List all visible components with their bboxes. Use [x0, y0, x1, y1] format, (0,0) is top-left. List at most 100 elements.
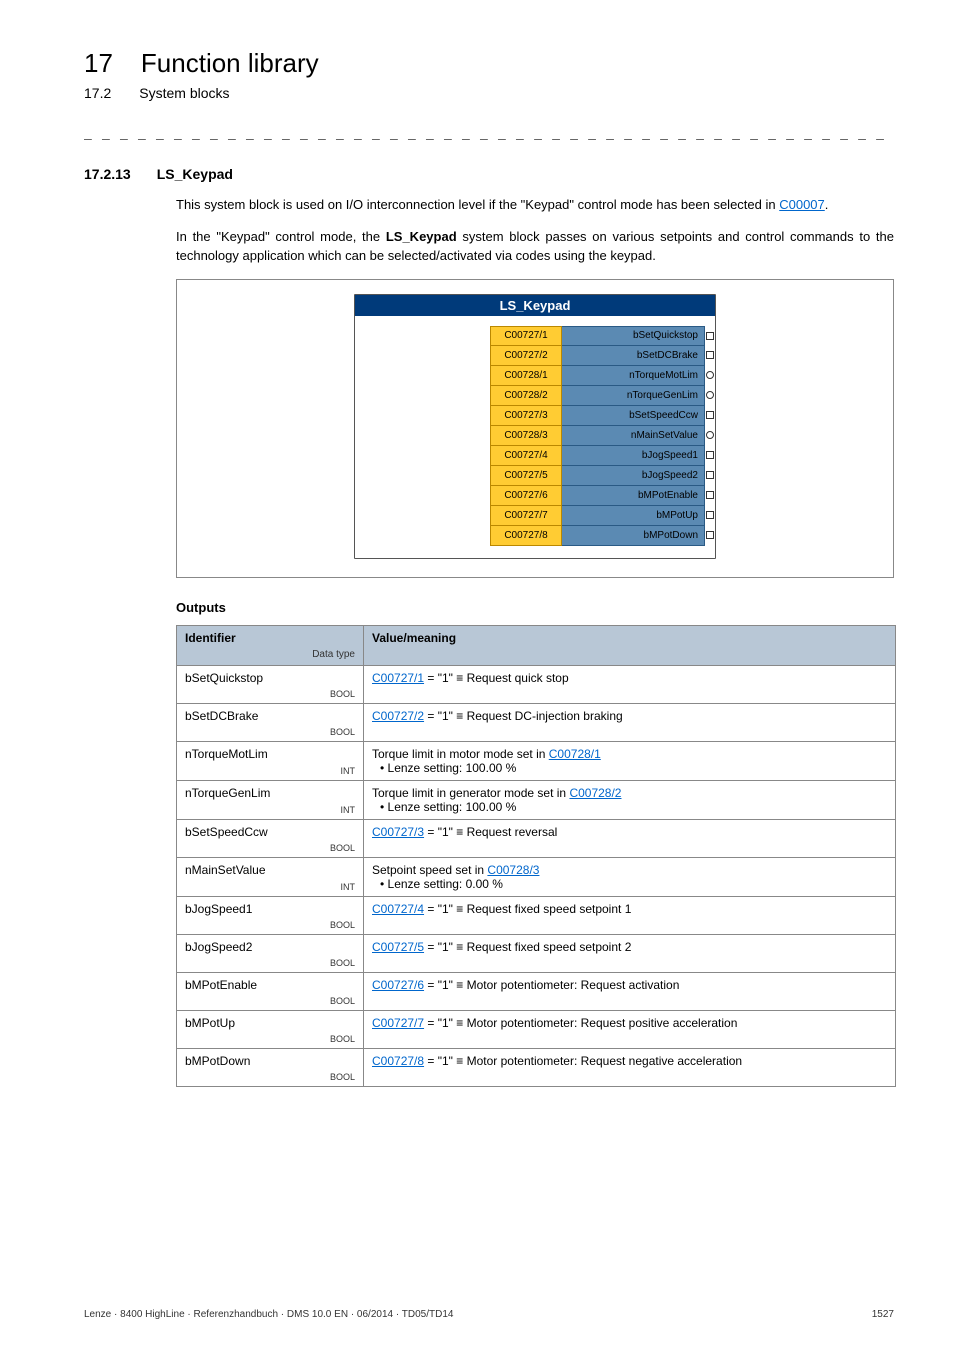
- value-aftertext: = "1" ≡ Request fixed speed setpoint 2: [424, 940, 631, 954]
- identifier-text: nMainSetValue: [185, 863, 266, 877]
- cell-value: C00727/1 = "1" ≡ Request quick stop: [364, 665, 896, 703]
- link-c00007[interactable]: C00007: [779, 197, 825, 212]
- datatype-text: BOOL: [330, 920, 355, 930]
- code-link[interactable]: C00727/8: [372, 1054, 424, 1068]
- section-number: 17.2: [84, 85, 111, 101]
- code-link[interactable]: C00727/6: [372, 978, 424, 992]
- code-link[interactable]: C00728/3: [487, 863, 539, 877]
- footer-right: 1527: [872, 1309, 894, 1320]
- paragraph-1-b: .: [825, 197, 829, 212]
- table-row: nMainSetValue INT Setpoint speed set in C0…: [177, 857, 896, 896]
- th-identifier: Identifier Data type: [177, 625, 364, 665]
- io-signal: bJogSpeed2: [562, 466, 705, 486]
- datatype-text: BOOL: [330, 727, 355, 737]
- io-port: [706, 491, 714, 499]
- io-row: C00728/3nMainSetValue: [490, 426, 705, 446]
- cell-identifier: bMPotEnableBOOL: [177, 972, 364, 1010]
- paragraph-2-bold: LS_Keypad: [386, 229, 457, 244]
- cell-value: C00727/8 = "1" ≡ Motor potentiometer: Re…: [364, 1048, 896, 1086]
- fb-block: LS_Keypad C00727/1bSetQuickstopC00727/2b…: [354, 294, 716, 559]
- cell-identifier: nTorqueGenLimINT: [177, 780, 364, 819]
- io-row: C00727/4bJogSpeed1: [490, 446, 705, 466]
- paragraph-2-a: In the "Keypad" control mode, the: [176, 229, 386, 244]
- io-code: C00727/7: [490, 506, 562, 526]
- identifier-text: bMPotUp: [185, 1016, 235, 1030]
- table-row: bSetQuickstop BOOL C00727/1 = "1" ≡ Reques…: [177, 665, 896, 703]
- io-signal: bSetSpeedCcw: [562, 406, 705, 426]
- io-signal: bMPotEnable: [562, 486, 705, 506]
- cell-value: C00727/2 = "1" ≡ Request DC-injection br…: [364, 703, 896, 741]
- value-aftertext: = "1" ≡ Motor potentiometer: Request pos…: [424, 1016, 737, 1030]
- cell-value: C00727/5 = "1" ≡ Request fixed speed set…: [364, 934, 896, 972]
- io-row: C00727/5bJogSpeed2: [490, 466, 705, 486]
- paragraph-1-a: This system block is used on I/O interco…: [176, 197, 779, 212]
- paragraph-2: In the "Keypad" control mode, the LS_Key…: [176, 228, 894, 266]
- identifier-text: bMPotEnable: [185, 978, 257, 992]
- value-bullet: • Lenze setting: 100.00 %: [380, 800, 887, 814]
- datatype-text: BOOL: [330, 843, 355, 853]
- value-aftertext: = "1" ≡ Motor potentiometer: Request act…: [424, 978, 679, 992]
- io-code: C00728/2: [490, 386, 562, 406]
- cell-value: C00727/7 = "1" ≡ Motor potentiometer: Re…: [364, 1010, 896, 1048]
- io-port: [706, 471, 714, 479]
- cell-value: C00727/4 = "1" ≡ Request fixed speed set…: [364, 896, 896, 934]
- identifier-text: bMPotDown: [185, 1054, 250, 1068]
- datatype-text: BOOL: [330, 1034, 355, 1044]
- io-code: C00727/6: [490, 486, 562, 506]
- datatype-text: INT: [341, 805, 356, 815]
- io-port: [706, 371, 714, 379]
- datatype-text: BOOL: [330, 689, 355, 699]
- outputs-table: Identifier Data type Value/meaning bSetQ…: [176, 625, 896, 1087]
- fb-block-title: LS_Keypad: [355, 295, 715, 316]
- io-code: C00727/5: [490, 466, 562, 486]
- io-code: C00728/1: [490, 366, 562, 386]
- io-row: C00727/8bMPotDown: [490, 526, 705, 546]
- io-port: [706, 351, 714, 359]
- code-link[interactable]: C00727/2: [372, 709, 424, 723]
- chapter-title: Function library: [141, 48, 319, 79]
- code-link[interactable]: C00727/3: [372, 825, 424, 839]
- section-title: System blocks: [139, 85, 229, 101]
- code-link[interactable]: C00727/5: [372, 940, 424, 954]
- paragraph-1: This system block is used on I/O interco…: [176, 196, 894, 215]
- io-signal: nTorqueMotLim: [562, 366, 705, 386]
- table-row: bMPotUp BOOL C00727/7 = "1" ≡ Motor potent…: [177, 1010, 896, 1048]
- datatype-text: INT: [341, 766, 356, 776]
- identifier-text: bSetQuickstop: [185, 671, 263, 685]
- cell-identifier: bMPotUp BOOL: [177, 1010, 364, 1048]
- cell-identifier: bJogSpeed1BOOL: [177, 896, 364, 934]
- cell-identifier: nTorqueMotLimINT: [177, 741, 364, 780]
- code-link[interactable]: C00728/2: [569, 786, 621, 800]
- cell-identifier: bJogSpeed2BOOL: [177, 934, 364, 972]
- io-row: C00728/2nTorqueGenLim: [490, 386, 705, 406]
- identifier-text: bSetDCBrake: [185, 709, 258, 723]
- io-port: [706, 391, 714, 399]
- io-signal: nMainSetValue: [562, 426, 705, 446]
- datatype-text: INT: [341, 882, 356, 892]
- io-code: C00727/2: [490, 346, 562, 366]
- code-link[interactable]: C00728/1: [549, 747, 601, 761]
- subsection-number: 17.2.13: [84, 166, 131, 182]
- table-row: bSetDCBrake BOOL C00727/2 = "1" ≡ Request …: [177, 703, 896, 741]
- io-signal: bSetQuickstop: [562, 326, 705, 346]
- code-link[interactable]: C00727/7: [372, 1016, 424, 1030]
- value-pretext: Torque limit in motor mode set in: [372, 747, 549, 761]
- io-row: C00727/6bMPotEnable: [490, 486, 705, 506]
- cell-value: Torque limit in generator mode set in C0…: [364, 780, 896, 819]
- datatype-text: BOOL: [330, 958, 355, 968]
- cell-value: Torque limit in motor mode set in C00728…: [364, 741, 896, 780]
- code-link[interactable]: C00727/1: [372, 671, 424, 685]
- io-signal: bMPotDown: [562, 526, 705, 546]
- io-row: C00727/7bMPotUp: [490, 506, 705, 526]
- cell-identifier: bMPotDown BOOL: [177, 1048, 364, 1086]
- io-code: C00728/3: [490, 426, 562, 446]
- value-bullet: • Lenze setting: 0.00 %: [380, 877, 887, 891]
- io-signal: nTorqueGenLim: [562, 386, 705, 406]
- code-link[interactable]: C00727/4: [372, 902, 424, 916]
- datatype-text: BOOL: [330, 1072, 355, 1082]
- cell-value: Setpoint speed set in C00728/3• Lenze se…: [364, 857, 896, 896]
- outputs-heading: Outputs: [176, 600, 894, 615]
- io-port: [706, 451, 714, 459]
- subsection-title: LS_Keypad: [157, 166, 233, 182]
- io-signal: bMPotUp: [562, 506, 705, 526]
